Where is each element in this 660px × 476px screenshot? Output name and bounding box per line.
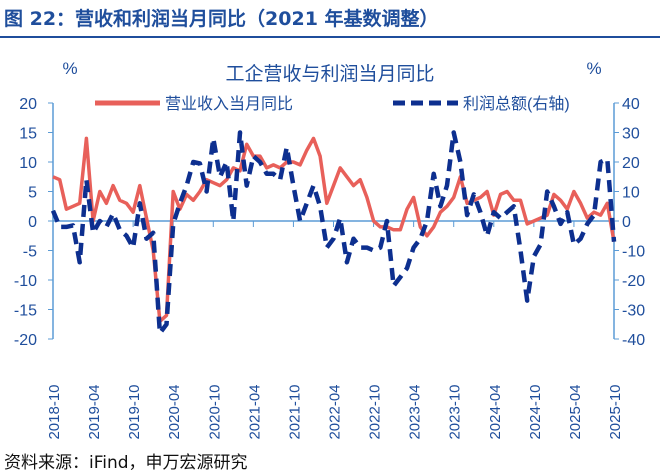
x-tick-label: 2024-04 <box>487 384 504 439</box>
figure-title: 图 22：营收和利润当月同比（2021 年基数调整） <box>4 8 439 30</box>
chart: 工企营收与利润当月同比 % % 20 15 10 5 0 -5 -10 -15 -20 40 30 2… <box>14 59 645 440</box>
left-tick-label: -15 <box>14 303 37 320</box>
x-tick-label: 2023-10 <box>447 384 464 439</box>
x-tick-label: 2019-10 <box>126 384 143 439</box>
right-axis-unit: % <box>586 59 601 78</box>
x-tick-label: 2022-10 <box>367 384 384 439</box>
x-tick-label: 2024-10 <box>527 384 544 439</box>
left-axis-unit: % <box>62 59 77 78</box>
x-tick-label: 2025-04 <box>567 384 584 439</box>
legend-label-revenue: 营业收入当月同比 <box>165 95 293 113</box>
chart-title: 工企营收与利润当月同比 <box>225 63 434 85</box>
x-tick-label: 2025-10 <box>607 384 624 439</box>
left-tick-label: 0 <box>28 214 37 231</box>
x-tick-label: 2021-10 <box>286 384 303 439</box>
x-tick-label: 2020-04 <box>166 384 183 439</box>
left-tick-label: -20 <box>14 332 37 349</box>
x-tick-label: 2018-10 <box>46 384 63 439</box>
right-tick-label: 20 <box>622 155 640 172</box>
left-tick-label: -10 <box>14 273 37 290</box>
right-tick-label: -40 <box>622 332 645 349</box>
left-tick-label: -5 <box>23 244 37 261</box>
legend: 营业收入当月同比 利润总额(右轴) <box>95 95 570 113</box>
x-tick-label: 2021-04 <box>246 384 263 439</box>
legend-label-profit: 利润总额(右轴) <box>463 95 570 113</box>
right-tick-label: -10 <box>622 244 645 261</box>
right-tick-label: 10 <box>622 185 640 202</box>
title-divider <box>0 36 660 38</box>
left-tick-label: 15 <box>19 126 37 143</box>
left-tick-label: 5 <box>28 185 37 202</box>
right-tick-label: -30 <box>622 303 645 320</box>
x-tick-label: 2019-04 <box>86 384 103 439</box>
right-tick-label: -20 <box>622 273 645 290</box>
revenue-series-line <box>52 136 616 324</box>
right-tick-label: 40 <box>622 96 640 113</box>
x-tick-label: 2020-10 <box>206 384 223 439</box>
x-tick-label: 2022-04 <box>327 384 344 439</box>
left-tick-label: 20 <box>19 96 37 113</box>
right-tick-label: 30 <box>622 126 640 143</box>
profit-series-line <box>50 130 617 336</box>
right-tick-label: 0 <box>622 214 631 231</box>
x-tick-label: 2023-04 <box>407 384 424 439</box>
left-tick-label: 10 <box>19 155 37 172</box>
source-note: 资料来源：iFind，申万宏源研究 <box>4 453 248 473</box>
